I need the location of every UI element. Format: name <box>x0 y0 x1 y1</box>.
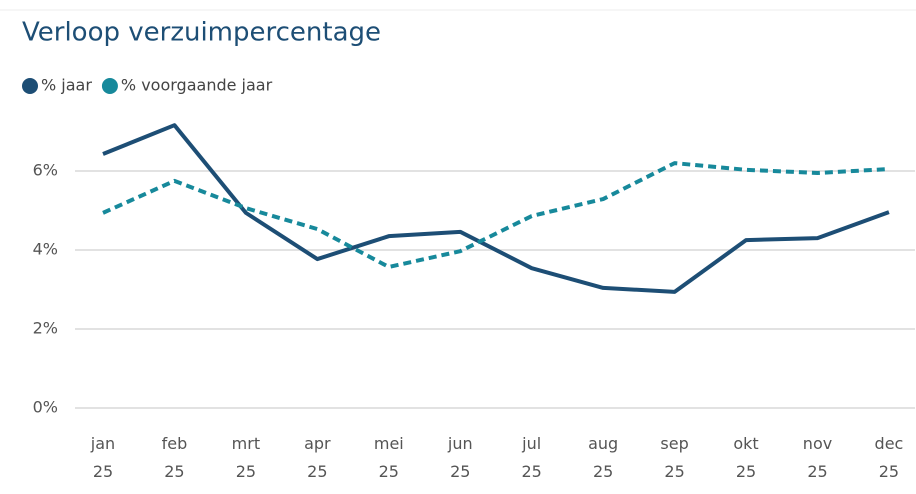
series-line <box>102 161 890 269</box>
x-tick-label: apr 25 <box>304 434 331 481</box>
x-tick-label: nov 25 <box>802 434 833 481</box>
x-tick-label: feb 25 <box>161 434 188 481</box>
legend-label: % voorgaande jaar <box>121 76 273 95</box>
legend-marker <box>22 78 38 94</box>
x-tick-label: jun 25 <box>447 434 473 481</box>
legend-marker <box>101 78 118 94</box>
x-tick-label: okt 25 <box>733 434 759 481</box>
x-tick-label: jan 25 <box>90 434 116 481</box>
x-tick-label: jul 25 <box>521 434 542 481</box>
legend-label: % jaar <box>41 76 92 95</box>
y-tick-label: 4% <box>33 240 58 259</box>
y-tick-label: 6% <box>33 161 58 180</box>
series-line <box>102 123 890 294</box>
x-tick-label: dec 25 <box>874 434 904 481</box>
x-tick-label: sep 25 <box>660 434 689 481</box>
x-tick-label: aug 25 <box>588 434 619 481</box>
y-tick-label: 0% <box>33 398 58 417</box>
x-tick-label: mei 25 <box>373 434 404 481</box>
y-tick-label: 2% <box>33 319 58 338</box>
x-tick-label: mrt 25 <box>231 434 261 481</box>
chart-title: Verloop verzuimpercentage <box>22 18 381 48</box>
